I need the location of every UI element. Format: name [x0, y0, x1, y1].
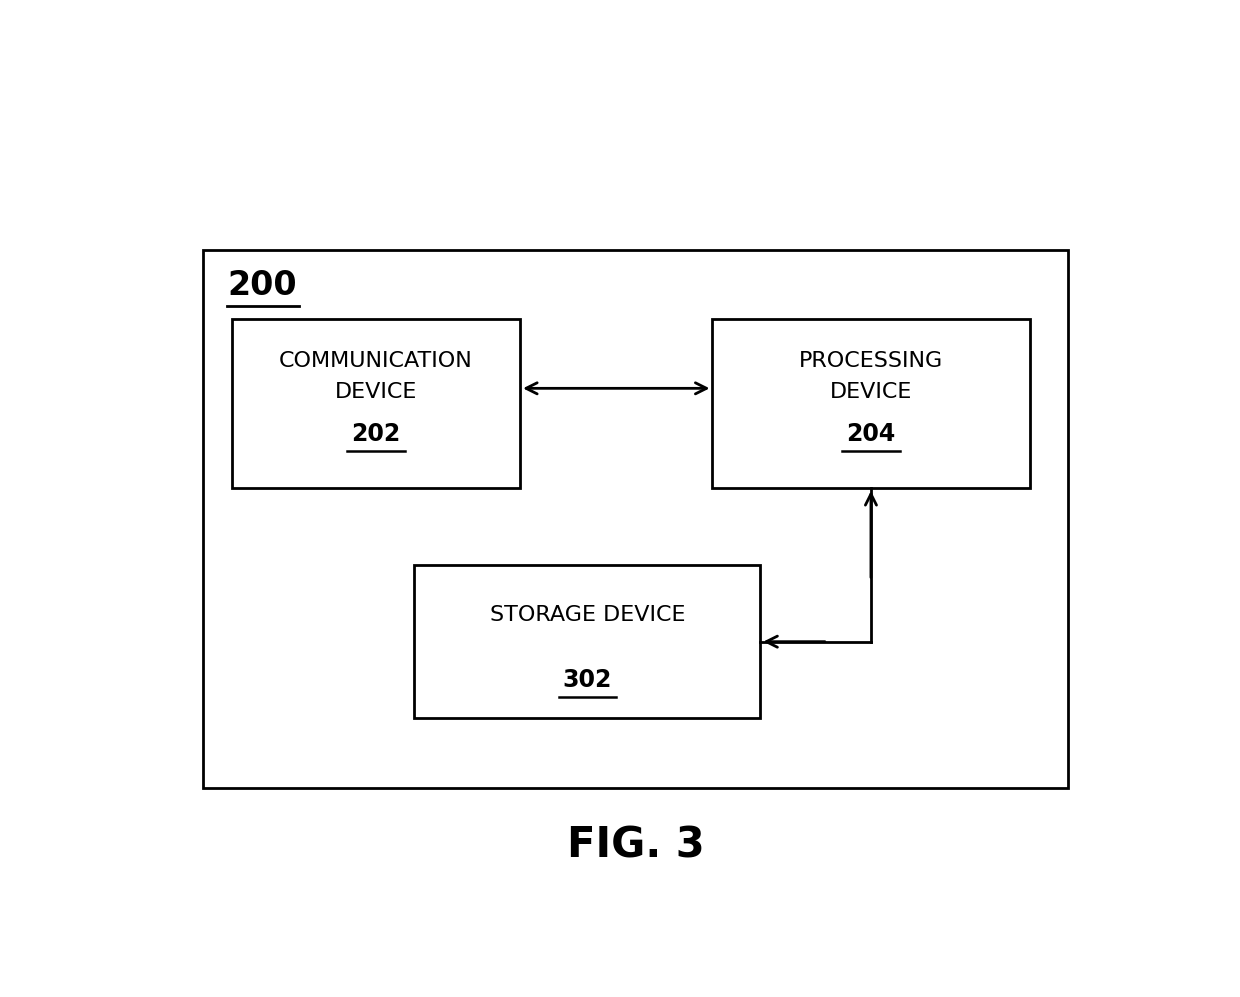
Text: DEVICE: DEVICE: [335, 382, 417, 402]
Bar: [203, 250, 1068, 788]
Text: FIG. 3: FIG. 3: [567, 825, 704, 866]
Text: 302: 302: [563, 668, 613, 692]
Bar: [232, 319, 521, 489]
Text: 200: 200: [227, 269, 296, 302]
Bar: [414, 565, 760, 719]
Text: COMMUNICATION: COMMUNICATION: [279, 352, 472, 372]
Bar: [712, 319, 1029, 489]
Text: 202: 202: [351, 423, 401, 447]
Text: STORAGE DEVICE: STORAGE DEVICE: [490, 605, 686, 625]
Text: DEVICE: DEVICE: [830, 382, 913, 402]
Text: 204: 204: [847, 423, 895, 447]
Text: PROCESSING: PROCESSING: [799, 352, 944, 372]
